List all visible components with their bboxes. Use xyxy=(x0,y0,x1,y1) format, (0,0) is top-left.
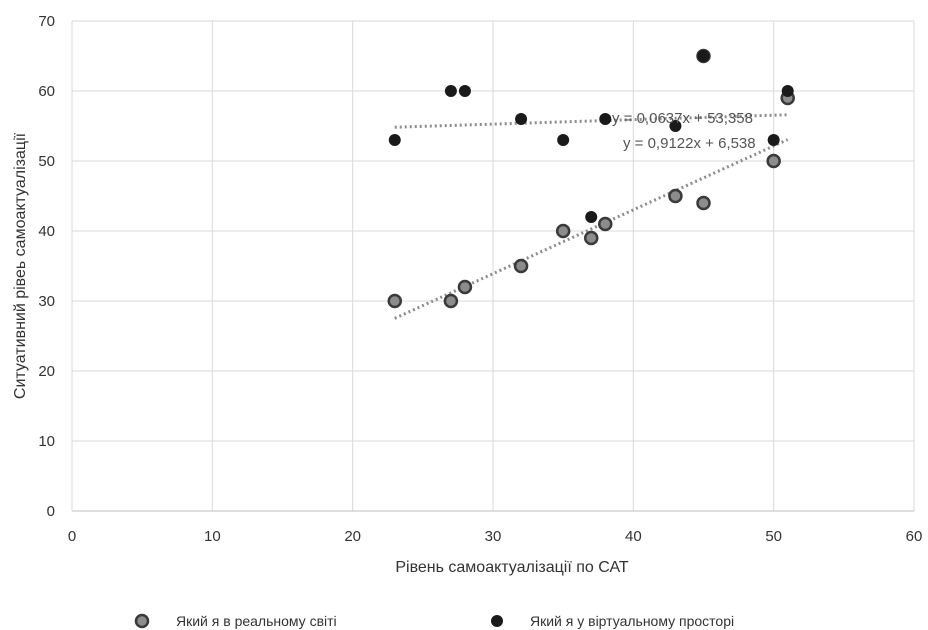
x-tick-label: 50 xyxy=(765,528,782,545)
data-point-real xyxy=(457,279,473,295)
y-tick-label: 20 xyxy=(38,363,55,380)
legend-marker-virtual xyxy=(491,615,503,627)
y-tick-label: 40 xyxy=(38,223,55,240)
data-point-real xyxy=(443,293,459,309)
data-point-virtual xyxy=(781,85,794,97)
data-point-real xyxy=(766,153,781,169)
data-point-real xyxy=(513,258,529,274)
data-point-real xyxy=(598,216,613,232)
legend-label-virtual: Який я у віртуальному просторі xyxy=(530,613,734,629)
trendline-virtual xyxy=(394,113,788,129)
data-point-real xyxy=(668,188,683,204)
x-tick-label: 40 xyxy=(625,528,642,545)
legend-marker-real xyxy=(134,613,150,629)
data-point-real xyxy=(555,223,571,239)
data-point-real xyxy=(583,230,599,246)
legend-label-real: Який я в реальному світі xyxy=(176,613,337,629)
x-tick-label: 10 xyxy=(204,528,221,545)
data-point-real xyxy=(387,293,403,309)
trendline-real xyxy=(394,138,789,320)
y-tick-label: 60 xyxy=(38,83,55,100)
equation-virtual: y = 0,0637x + 53,358 xyxy=(612,110,753,127)
x-axis-title: Рівень самоактуалізації по САТ xyxy=(395,559,629,576)
y-axis-title: Ситуативний рівеь самоактуалізації xyxy=(12,132,29,399)
y-tick-label: 30 xyxy=(38,293,55,310)
data-point-virtual xyxy=(557,134,570,146)
grid xyxy=(72,20,915,511)
axes: 0 10 20 30 40 50 60 0 10 20 30 40 50 60 70 xyxy=(38,13,922,545)
data-point-virtual xyxy=(388,134,401,146)
data-point-virtual xyxy=(599,113,612,125)
y-tick-label: 10 xyxy=(38,433,55,450)
y-tick-label: 0 xyxy=(47,503,55,520)
x-tick-label: 20 xyxy=(344,528,361,545)
data-point-virtual xyxy=(697,50,710,62)
y-tick-label: 70 xyxy=(38,13,55,30)
data-point-real xyxy=(696,195,711,211)
data-point-virtual xyxy=(767,134,780,146)
data-point-virtual xyxy=(444,85,457,97)
y-tick-label: 50 xyxy=(38,153,55,170)
x-tick-label: 0 xyxy=(68,528,76,545)
x-tick-label: 60 xyxy=(906,528,923,545)
data-points xyxy=(387,48,795,309)
legend: Який я в реальному світі Який я у віртуал… xyxy=(134,613,734,629)
x-tick-label: 30 xyxy=(485,528,502,545)
data-point-virtual xyxy=(669,120,682,132)
equation-real: y = 0,9122x + 6,538 xyxy=(623,135,756,152)
data-point-virtual xyxy=(585,211,598,223)
data-point-virtual xyxy=(458,85,471,97)
trendline-equations: y = 0,0637x + 53,358 y = 0,9122x + 6,538 xyxy=(612,110,756,152)
data-point-virtual xyxy=(515,113,528,125)
